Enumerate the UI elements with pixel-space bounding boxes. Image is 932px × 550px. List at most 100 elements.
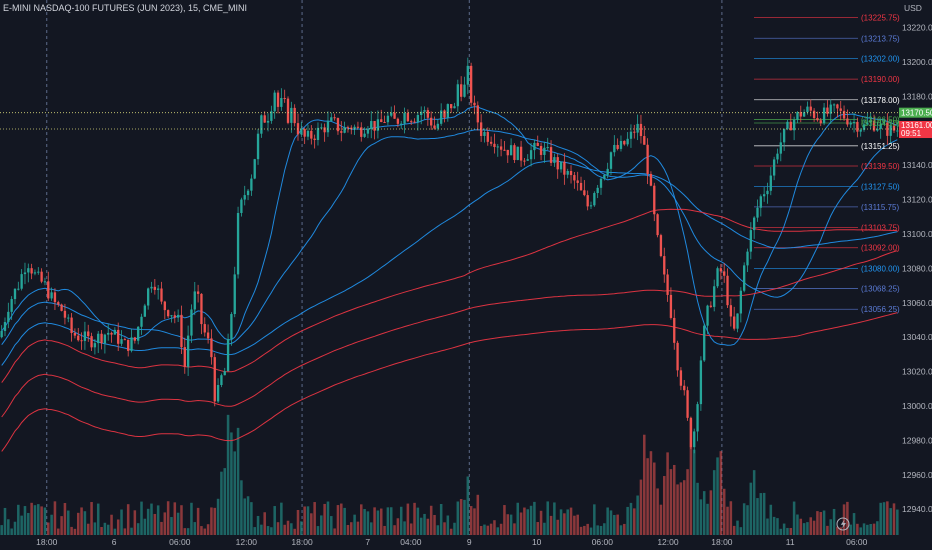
volume-bar bbox=[509, 514, 513, 535]
volume-bar bbox=[106, 524, 110, 535]
volume-bar bbox=[546, 501, 549, 535]
x-tick-label: 18:00 bbox=[36, 537, 58, 547]
candle-body bbox=[70, 317, 73, 333]
time-axis-panel[interactable] bbox=[0, 535, 899, 550]
volume-bar bbox=[350, 522, 353, 535]
level-label-7: (13151.25) bbox=[861, 142, 900, 151]
candle-body bbox=[526, 159, 529, 161]
volume-bar bbox=[679, 482, 683, 535]
y-tick-label: 13100.00 bbox=[902, 229, 932, 239]
volume-bar bbox=[566, 509, 569, 535]
volume-bar bbox=[426, 518, 430, 535]
candle-body bbox=[862, 124, 866, 130]
volume-bar bbox=[653, 462, 656, 535]
volume-bar bbox=[473, 508, 476, 535]
candle-body bbox=[519, 146, 523, 161]
volume-bar bbox=[296, 509, 300, 535]
y-tick-label: 13120.00 bbox=[902, 195, 932, 205]
candle-body bbox=[549, 147, 553, 163]
candle-body bbox=[386, 115, 390, 123]
volume-bar bbox=[669, 469, 673, 535]
candle-body bbox=[829, 104, 832, 114]
lightning-icon[interactable] bbox=[836, 517, 850, 531]
candle-body bbox=[37, 271, 40, 273]
volume-bar bbox=[190, 502, 193, 535]
candle-body bbox=[400, 123, 403, 125]
candle-body bbox=[266, 120, 270, 123]
candle-body bbox=[589, 205, 593, 207]
candle-body bbox=[866, 122, 869, 125]
candle-body bbox=[403, 113, 406, 124]
candle-body bbox=[103, 334, 107, 344]
candle-body bbox=[676, 342, 679, 371]
volume-bar bbox=[186, 528, 190, 535]
x-tick-label: 12:00 bbox=[657, 537, 679, 547]
volume-bar bbox=[866, 524, 869, 535]
x-tick-label: 9 bbox=[467, 537, 472, 547]
candle-body bbox=[706, 305, 709, 326]
volume-bar bbox=[47, 522, 50, 535]
volume-bar bbox=[493, 520, 496, 535]
volume-bar bbox=[206, 524, 210, 535]
volume-bar bbox=[336, 505, 340, 535]
candle-body bbox=[666, 274, 669, 295]
volume-bar bbox=[613, 515, 616, 535]
candle-body bbox=[733, 316, 736, 329]
candle-body bbox=[87, 331, 90, 337]
volume-bar bbox=[466, 476, 470, 535]
candle-body bbox=[240, 199, 243, 213]
volume-bar bbox=[766, 518, 769, 535]
candle-body bbox=[766, 190, 769, 195]
volume-bar bbox=[692, 449, 696, 535]
volume-bar bbox=[746, 505, 749, 535]
volume-bar bbox=[819, 512, 823, 535]
volume-bar bbox=[306, 506, 310, 535]
volume-bar bbox=[363, 509, 366, 535]
volume-bar bbox=[86, 523, 90, 535]
candle-body bbox=[473, 102, 476, 106]
x-tick-label: 18:00 bbox=[291, 537, 313, 547]
candle-body bbox=[529, 150, 533, 160]
candle-body bbox=[430, 117, 433, 126]
volume-bar bbox=[90, 502, 93, 535]
volume-bar bbox=[166, 501, 170, 535]
level-label-13: (13080.00) bbox=[861, 264, 900, 273]
volume-bar bbox=[196, 507, 200, 535]
candle-body bbox=[166, 310, 170, 317]
candle-body bbox=[246, 190, 250, 196]
candle-body bbox=[802, 112, 806, 117]
candle-body bbox=[629, 131, 633, 139]
y-tick-label: 13220.00 bbox=[902, 23, 932, 33]
volume-bar bbox=[246, 496, 250, 535]
candle-body bbox=[273, 92, 276, 112]
candle-body bbox=[300, 129, 303, 135]
x-tick-label: 06:00 bbox=[592, 537, 614, 547]
candle-body bbox=[489, 141, 493, 144]
candle-body bbox=[896, 130, 899, 132]
volume-bar bbox=[439, 503, 443, 535]
level-lines bbox=[754, 17, 858, 310]
candle-body bbox=[669, 294, 673, 318]
volume-bar bbox=[389, 507, 393, 535]
volume-bar bbox=[719, 451, 723, 535]
candle-body bbox=[23, 272, 27, 275]
candle-body bbox=[859, 129, 862, 132]
candle-body bbox=[796, 112, 799, 120]
candle-body bbox=[479, 122, 483, 136]
volume-bar bbox=[63, 503, 67, 535]
candle-body bbox=[250, 178, 253, 191]
candle-body bbox=[663, 256, 666, 275]
volume-bar bbox=[379, 508, 383, 535]
candle-body bbox=[693, 431, 696, 448]
candle-body bbox=[849, 122, 852, 125]
candle-body bbox=[576, 180, 579, 183]
candle-body bbox=[709, 305, 713, 307]
candle-body bbox=[83, 331, 87, 341]
candle-body bbox=[233, 274, 236, 315]
candle-body bbox=[839, 108, 842, 111]
candle-body bbox=[872, 120, 876, 131]
volume-bar bbox=[373, 507, 376, 535]
price-axis-panel[interactable] bbox=[899, 0, 932, 535]
